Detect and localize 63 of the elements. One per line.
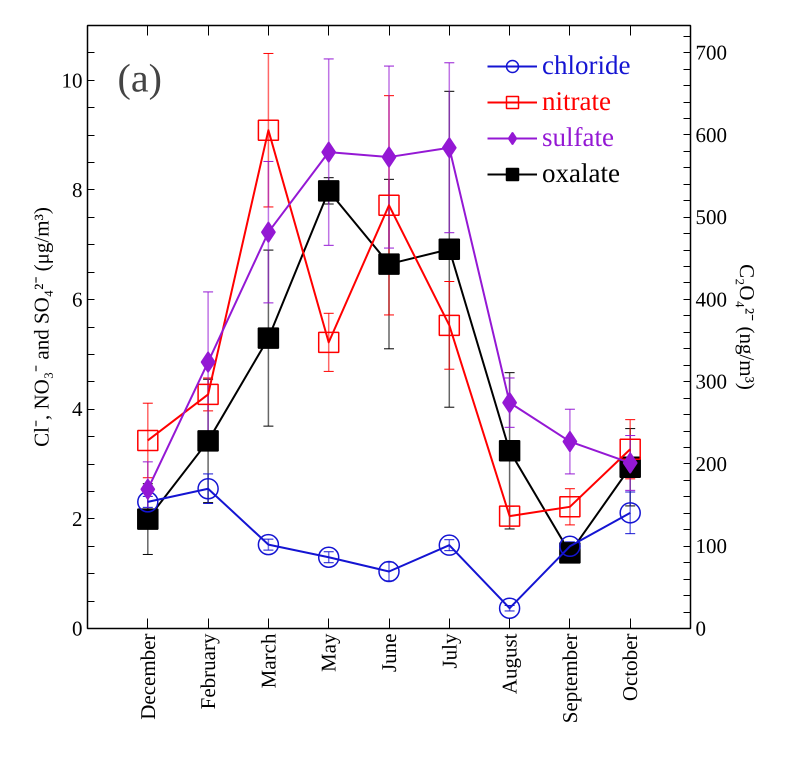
x-tick-label: June xyxy=(377,633,401,672)
point xyxy=(197,478,219,500)
point xyxy=(260,221,276,243)
y-tick-label: 10 xyxy=(62,68,82,92)
x-tick-label: May xyxy=(316,633,341,672)
point xyxy=(378,253,400,275)
point xyxy=(197,384,219,406)
y-axis-title: Cl⁻, NO₃⁻ and SO₄²⁻ (μg/m³) xyxy=(30,207,54,447)
y2-axis-title: C₂O₄²⁻ (ng/m³) xyxy=(735,264,759,390)
point xyxy=(258,119,280,141)
y-tick-label: 8 xyxy=(72,178,82,202)
point xyxy=(559,536,581,558)
x-tick-label: February xyxy=(196,633,220,710)
point xyxy=(562,430,578,452)
legend-label: sulfate xyxy=(542,122,614,153)
y2-tick-label: 600 xyxy=(696,122,727,147)
point xyxy=(137,491,159,513)
point xyxy=(318,546,340,568)
y2-tick-label: 300 xyxy=(696,370,727,394)
x-tick-label: March xyxy=(256,633,280,688)
point xyxy=(140,478,156,500)
point xyxy=(378,194,400,216)
y2-tick-label: 700 xyxy=(696,40,727,65)
point xyxy=(619,438,641,460)
point xyxy=(498,505,520,527)
y2-tick-label: 0 xyxy=(696,616,706,640)
point xyxy=(321,141,336,163)
point xyxy=(200,351,216,373)
point xyxy=(622,452,638,474)
x-tick-label: October xyxy=(618,633,642,702)
point xyxy=(378,560,400,582)
y2-tick-label: 100 xyxy=(696,534,727,558)
point xyxy=(137,430,159,452)
point xyxy=(498,440,520,462)
point xyxy=(318,332,340,354)
point xyxy=(559,496,581,518)
x-tick-label: December xyxy=(136,633,160,720)
point xyxy=(498,597,520,619)
point xyxy=(137,508,159,530)
x-tick-label: August xyxy=(498,633,522,694)
y2-tick-label: 500 xyxy=(696,205,727,230)
point xyxy=(442,136,457,158)
point xyxy=(197,430,219,452)
legend-label: chloride xyxy=(542,50,630,81)
annotation: (a) xyxy=(118,56,162,100)
point xyxy=(438,534,460,556)
point xyxy=(318,180,340,202)
x-tick-label: July xyxy=(437,633,462,669)
point xyxy=(619,502,641,524)
y-tick-label: 6 xyxy=(72,288,82,312)
point xyxy=(502,392,518,414)
point xyxy=(438,238,460,260)
y-tick-label: 2 xyxy=(72,506,82,531)
x-tick-label: September xyxy=(558,633,582,724)
y-tick-label: 0 xyxy=(72,616,82,640)
y-tick-label: 4 xyxy=(72,397,83,422)
y2-tick-label: 400 xyxy=(696,287,727,312)
y2-tick-label: 200 xyxy=(696,452,727,476)
point xyxy=(258,534,280,556)
point xyxy=(438,314,460,336)
legend-label: oxalate xyxy=(542,158,620,189)
legend-label: nitrate xyxy=(542,86,611,117)
point xyxy=(258,327,280,349)
